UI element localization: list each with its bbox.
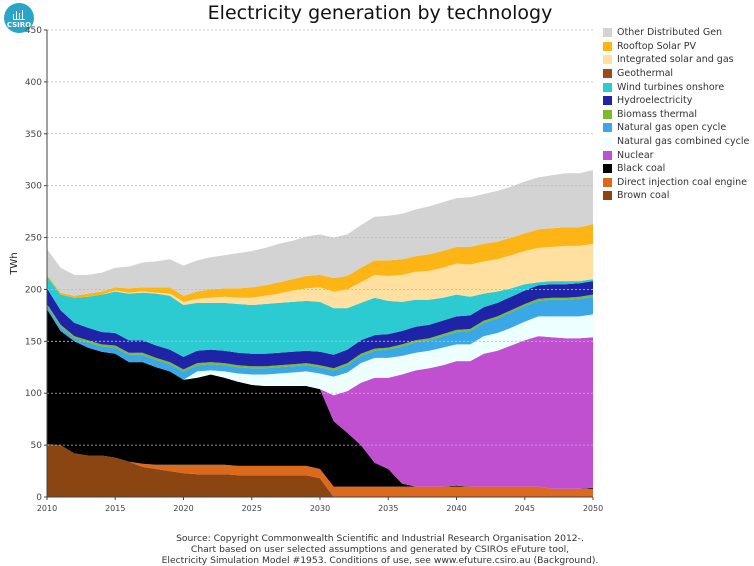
legend-label: Other Distributed Gen	[617, 27, 723, 39]
legend-item: Integrated solar and gas	[603, 53, 749, 67]
x-tick-label: 2030	[310, 504, 330, 513]
series-area-natural-gas-open-cycle	[47, 296, 593, 380]
legend-item: Other Distributed Gen	[603, 26, 749, 40]
legend-label: Natural gas combined cycle	[617, 136, 750, 148]
legend-item: Hydroelectricity	[603, 94, 749, 108]
y-axis-label: TWh	[9, 252, 20, 275]
series-area-black-coal	[47, 309, 593, 489]
series-area-natural-gas-combined-cycle	[47, 309, 593, 396]
chart-title: Electricity generation by technology	[207, 2, 553, 24]
source-line: Electricity Simulation Model #1953. Cond…	[161, 555, 599, 566]
legend-item: Biomass thermal	[603, 108, 749, 122]
x-tick-label: 2025	[242, 504, 262, 513]
legend-swatch	[603, 164, 612, 174]
legend-swatch	[603, 109, 612, 119]
series-area-direct-injection-coal-engine	[47, 444, 593, 497]
stacked-area-chart: 0 50 100 150 200 250 300 350 400 450 2010 2015 2020 2…	[9, 26, 603, 513]
legend-item: Natural gas open cycle	[603, 121, 749, 135]
legend-label: Natural gas open cycle	[617, 122, 727, 134]
series-area-nuclear	[47, 309, 593, 489]
logo-text: CSIRO	[6, 21, 32, 29]
chart-legend: Other Distributed Gen Rooftop Solar PV Int…	[603, 26, 749, 203]
source-line: Source: Copyright Commonwealth Scientifi…	[176, 533, 584, 544]
y-tick-label: 150	[25, 337, 42, 347]
x-tick-label: 2050	[583, 504, 603, 513]
legend-item: Wind turbines onshore	[603, 80, 749, 94]
y-tick-label: 100	[25, 389, 42, 399]
x-tick-label: 2015	[105, 504, 125, 513]
source-note: Source: Copyright Commonwealth Scientifi…	[140, 533, 620, 566]
y-tick-label: 400	[25, 78, 42, 88]
y-tick-label: 450	[25, 26, 42, 36]
series-area-wind-turbines-onshore	[47, 276, 593, 357]
legend-item: Black coal	[603, 162, 749, 176]
legend-label: Hydroelectricity	[617, 95, 693, 107]
series-area-hydroelectricity	[47, 281, 593, 370]
x-tick-label: 2035	[378, 504, 398, 513]
legend-label: Black coal	[617, 163, 666, 175]
x-tick-label: 2020	[173, 504, 193, 513]
legend-label: Wind turbines onshore	[617, 81, 725, 93]
legend-swatch	[603, 150, 612, 160]
y-tick-label: 300	[25, 182, 42, 192]
legend-swatch	[603, 41, 612, 51]
legend-label: Geothermal	[617, 68, 674, 80]
legend-label: Nuclear	[617, 149, 654, 161]
source-line: Chart based on user selected assumptions…	[190, 544, 570, 555]
legend-swatch	[603, 28, 612, 38]
x-tick-label: 2045	[515, 504, 535, 513]
series-area-integrated-solar-and-gas	[47, 243, 593, 309]
legend-item: Nuclear	[603, 148, 749, 162]
legend-swatch	[603, 69, 612, 79]
legend-item: Rooftop Solar PV	[603, 40, 749, 54]
series-area-rooftop-solar-pv	[47, 224, 593, 302]
legend-swatch	[603, 55, 612, 65]
x-tick-label: 2010	[37, 504, 57, 513]
legend-label: Rooftop Solar PV	[617, 40, 697, 52]
y-tick-label: 250	[25, 234, 42, 244]
csiro-logo: CSIRO	[4, 3, 34, 33]
legend-swatch	[603, 191, 612, 201]
legend-swatch	[603, 82, 612, 92]
legend-label: Biomass thermal	[617, 108, 698, 120]
legend-swatch	[603, 96, 612, 106]
legend-item: Natural gas combined cycle	[603, 135, 749, 149]
series-area-brown-coal	[47, 444, 593, 497]
x-tick-label: 2040	[446, 504, 466, 513]
legend-item: Direct injection coal engine	[603, 176, 749, 190]
legend-label: Brown coal	[617, 190, 670, 202]
legend-swatch	[603, 137, 612, 147]
legend-label: Integrated solar and gas	[617, 54, 734, 66]
legend-item: Geothermal	[603, 67, 749, 81]
legend-swatch	[603, 123, 612, 133]
legend-label: Direct injection coal engine	[617, 176, 747, 188]
y-tick-label: 50	[31, 441, 43, 451]
legend-swatch	[603, 177, 612, 187]
y-tick-label: 200	[25, 285, 42, 295]
legend-item: Brown coal	[603, 189, 749, 203]
series-area-other-distributed-gen	[47, 170, 593, 296]
y-tick-label: 0	[36, 493, 42, 503]
y-tick-label: 350	[25, 130, 42, 140]
logo-bars-icon	[13, 10, 25, 20]
